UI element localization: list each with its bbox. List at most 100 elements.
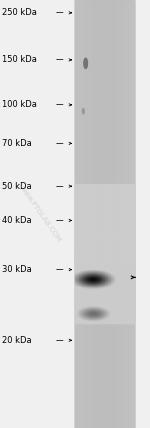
Bar <box>112 255 114 256</box>
Bar <box>89 301 90 302</box>
Bar <box>129 308 130 309</box>
Bar <box>84 318 85 319</box>
Bar <box>78 291 79 292</box>
Bar <box>103 303 104 304</box>
Bar <box>86 272 87 273</box>
Bar <box>131 238 133 240</box>
Bar <box>89 256 90 257</box>
Bar <box>109 304 110 305</box>
Bar <box>83 315 84 316</box>
Bar <box>128 202 130 203</box>
Bar <box>117 279 118 280</box>
Bar <box>112 317 114 318</box>
Bar <box>85 289 86 290</box>
Bar <box>88 210 90 211</box>
Bar <box>78 234 80 235</box>
Bar <box>133 257 134 258</box>
Bar <box>84 264 85 265</box>
Bar <box>129 297 130 298</box>
Bar <box>100 310 101 311</box>
Bar <box>125 257 126 258</box>
Bar <box>110 301 111 302</box>
Bar <box>96 313 97 314</box>
Bar <box>124 212 125 214</box>
Bar <box>130 294 131 295</box>
Bar <box>125 305 126 306</box>
Bar <box>112 233 114 234</box>
Bar <box>119 293 120 294</box>
Bar <box>93 301 94 302</box>
Bar <box>104 256 105 257</box>
Bar <box>115 196 117 198</box>
Bar <box>112 271 113 272</box>
Bar <box>88 219 90 221</box>
Bar <box>131 250 133 252</box>
Bar <box>96 223 97 225</box>
Bar <box>97 188 99 190</box>
Bar <box>95 263 96 264</box>
Bar <box>132 287 133 288</box>
Bar <box>88 244 90 245</box>
Bar <box>131 187 133 188</box>
Bar <box>98 298 99 299</box>
Bar <box>132 311 133 312</box>
Bar <box>78 192 80 193</box>
Bar <box>120 295 121 296</box>
Bar <box>105 297 106 298</box>
Bar <box>92 275 93 276</box>
Bar <box>131 214 133 215</box>
Bar <box>118 260 119 261</box>
Bar <box>122 196 124 198</box>
Bar <box>96 299 97 300</box>
Bar <box>116 307 117 308</box>
Bar <box>94 252 96 253</box>
Bar <box>93 258 94 259</box>
Bar <box>110 277 111 278</box>
Bar <box>100 208 102 210</box>
Bar <box>76 311 77 312</box>
Bar <box>116 298 117 299</box>
Bar <box>75 268 76 269</box>
Bar <box>102 240 103 241</box>
Bar <box>130 217 131 218</box>
Bar <box>117 258 118 259</box>
Bar <box>96 298 97 299</box>
Bar <box>82 319 83 320</box>
Bar <box>109 208 111 210</box>
Bar <box>132 271 133 272</box>
Bar <box>104 304 105 305</box>
Bar <box>114 278 115 279</box>
Bar <box>90 303 91 304</box>
Bar <box>75 234 134 235</box>
Bar <box>75 221 134 223</box>
Bar <box>91 266 92 267</box>
Bar <box>100 242 102 244</box>
Bar <box>116 312 117 313</box>
Bar <box>102 288 103 289</box>
Bar <box>125 278 126 279</box>
Bar <box>84 252 85 253</box>
Bar <box>126 0 127 428</box>
Bar <box>108 249 109 250</box>
Bar <box>122 310 123 311</box>
Bar <box>99 260 100 261</box>
Bar <box>88 248 90 249</box>
Bar <box>128 276 129 277</box>
Bar <box>90 287 91 288</box>
Bar <box>102 259 103 260</box>
Bar <box>81 190 82 191</box>
Bar <box>128 199 130 200</box>
Bar <box>88 188 90 190</box>
Bar <box>94 255 96 256</box>
Bar <box>114 193 115 195</box>
Bar <box>101 317 102 318</box>
Bar <box>115 217 117 218</box>
Bar <box>94 275 95 276</box>
Bar <box>91 268 92 269</box>
Bar <box>75 344 134 345</box>
Bar <box>119 277 120 278</box>
Bar <box>93 256 94 257</box>
Bar <box>108 253 109 254</box>
Bar <box>131 204 133 206</box>
Bar <box>127 206 128 207</box>
